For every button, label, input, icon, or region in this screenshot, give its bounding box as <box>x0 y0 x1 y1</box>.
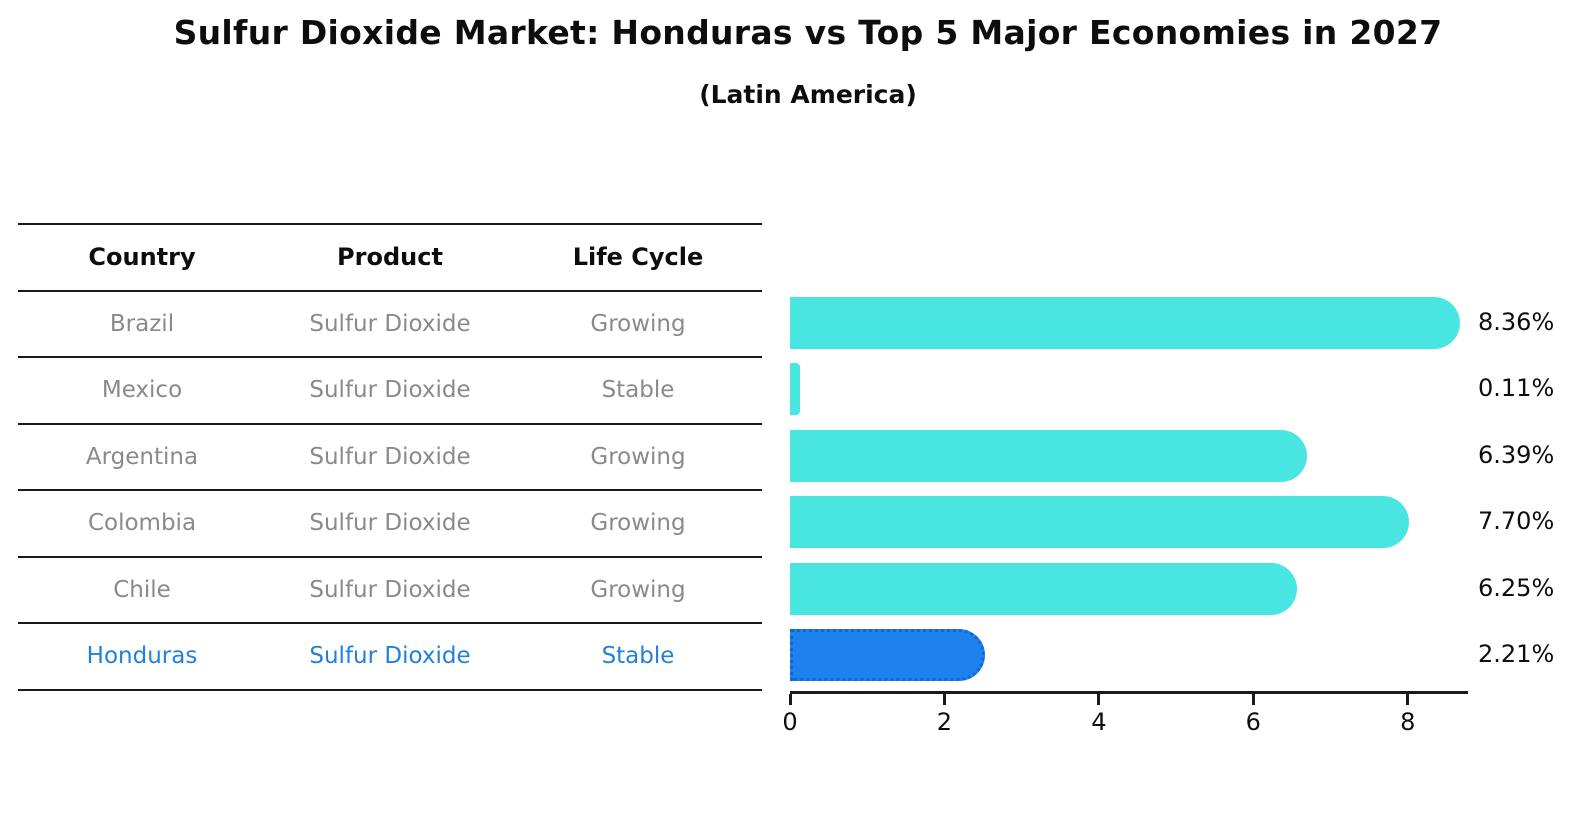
column-header-life-cycle: Life Cycle <box>572 243 704 272</box>
column-header-country: Country <box>88 243 196 272</box>
cell-product: Sulfur Dioxide <box>309 643 471 670</box>
cell-country: Colombia <box>87 510 197 537</box>
cell-product: Sulfur Dioxide <box>309 377 471 404</box>
cell-product: Sulfur Dioxide <box>309 510 471 537</box>
chart-subtitle: (Latin America) <box>699 80 917 109</box>
column-header-product: Product <box>337 243 443 272</box>
x-axis-tick-label: 6 <box>1245 708 1261 736</box>
bar-colombia <box>790 496 1409 548</box>
x-axis-tick-label: 8 <box>1400 708 1416 736</box>
cell-product: Sulfur Dioxide <box>309 443 471 470</box>
bar-chart <box>790 289 1468 692</box>
table-header-row: Country Product Life Cycle <box>18 223 762 290</box>
bar-brazil <box>790 296 1460 349</box>
x-axis-tick-label: 2 <box>936 708 953 736</box>
cell-life-cycle: Growing <box>590 443 686 470</box>
bar-value-label: 6.39% <box>1478 440 1555 469</box>
x-axis-tick <box>1406 694 1410 705</box>
cell-country: Brazil <box>109 310 175 337</box>
bar-argentina <box>790 429 1308 482</box>
bar-chile <box>790 562 1297 615</box>
cell-product: Sulfur Dioxide <box>309 310 471 337</box>
bar-value-label: 0.11% <box>1478 374 1555 402</box>
summary-table: Country Product Life Cycle Brazil Sulfur… <box>18 223 762 691</box>
x-axis-tick <box>1097 694 1101 705</box>
table-row: Honduras Sulfur Dioxide Stable <box>18 622 762 689</box>
table-row: Colombia Sulfur Dioxide Growing <box>18 489 762 556</box>
cell-life-cycle: Stable <box>601 643 675 670</box>
cell-life-cycle: Growing <box>590 310 686 337</box>
cell-country: Honduras <box>86 643 198 670</box>
cell-life-cycle: Stable <box>601 377 675 404</box>
cell-country: Argentina <box>85 443 199 470</box>
chart-title: Sulfur Dioxide Market: Honduras vs Top 5… <box>173 13 1443 52</box>
x-axis-tick <box>942 694 946 705</box>
bar-value-label: 2.21% <box>1478 640 1555 668</box>
table-row: Mexico Sulfur Dioxide Stable <box>18 356 762 423</box>
x-axis-tick <box>788 694 792 705</box>
x-axis-line <box>790 691 1468 694</box>
cell-life-cycle: Growing <box>590 576 686 603</box>
table-row: Brazil Sulfur Dioxide Growing <box>18 289 762 357</box>
bar-mexico <box>790 363 801 415</box>
table-row: Chile Sulfur Dioxide Growing <box>18 555 762 623</box>
bar-honduras <box>790 629 985 681</box>
x-axis-tick-label: 4 <box>1091 708 1107 736</box>
cell-country: Mexico <box>101 377 183 404</box>
x-axis-tick-label: 0 <box>782 708 798 736</box>
bar-value-label: 8.36% <box>1478 307 1555 336</box>
cell-life-cycle: Growing <box>590 510 686 537</box>
table-row: Argentina Sulfur Dioxide Growing <box>18 422 762 490</box>
x-axis-tick <box>1251 694 1255 705</box>
bar-value-label: 7.70% <box>1478 507 1555 535</box>
bar-value-label: 6.25% <box>1478 573 1555 602</box>
cell-country: Chile <box>113 576 171 603</box>
cell-product: Sulfur Dioxide <box>309 576 471 603</box>
